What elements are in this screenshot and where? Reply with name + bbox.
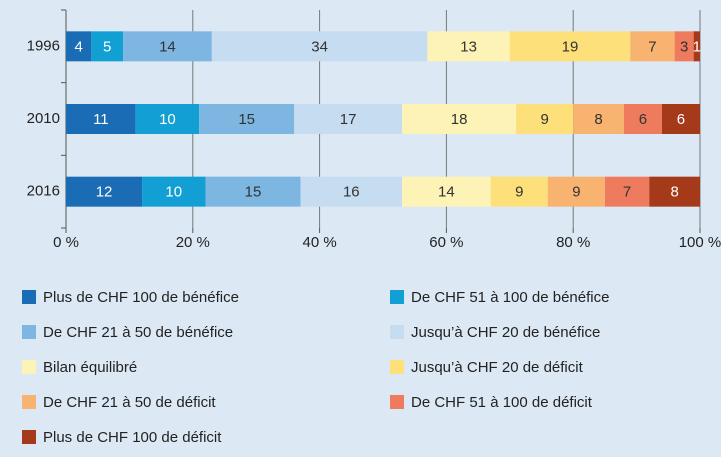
bar-segment xyxy=(509,31,631,62)
data-label: 6 xyxy=(639,111,647,128)
x-tick-label: 0 % xyxy=(53,234,79,251)
bar-segment xyxy=(630,31,675,62)
data-label: 11 xyxy=(93,111,109,128)
data-label: 34 xyxy=(311,38,328,55)
data-label: 16 xyxy=(343,184,360,201)
legend-label: De CHF 21 à 50 de déficit xyxy=(43,394,216,411)
legend-swatch xyxy=(22,430,36,444)
bar-segment xyxy=(66,31,92,62)
data-label: 5 xyxy=(103,38,111,55)
bar-segment xyxy=(516,104,574,134)
data-label: 10 xyxy=(165,184,182,201)
data-label: 9 xyxy=(515,184,523,201)
legend-label: Jusqu’à CHF 20 de déficit xyxy=(411,359,584,376)
data-label: 9 xyxy=(572,184,580,201)
data-label: 13 xyxy=(460,38,477,55)
legend-swatch xyxy=(390,360,404,374)
data-label: 14 xyxy=(438,184,455,201)
bar-segment xyxy=(142,176,206,207)
legend-swatch xyxy=(22,290,36,304)
legend-swatch xyxy=(22,360,36,374)
legend-label: Plus de CHF 100 de déficit xyxy=(43,429,222,446)
x-tick-label: 40 % xyxy=(302,234,336,251)
bar-segment xyxy=(294,104,403,134)
legend-swatch xyxy=(390,290,404,304)
data-label: 15 xyxy=(245,184,262,201)
data-label: 17 xyxy=(340,111,357,128)
bar-segment xyxy=(693,31,700,62)
legend-label: De CHF 51 à 100 de bénéfice xyxy=(411,289,609,306)
bar-segment xyxy=(91,31,124,62)
bar-segment xyxy=(123,31,212,62)
bar-segment xyxy=(135,104,200,134)
data-label: 4 xyxy=(75,38,83,55)
legend-label: De CHF 51 à 100 de déficit xyxy=(411,394,593,411)
data-label: 3 xyxy=(680,38,688,55)
data-label: 8 xyxy=(594,111,602,128)
x-tick-label: 60 % xyxy=(429,234,463,251)
data-label: 8 xyxy=(670,184,678,201)
data-label: 15 xyxy=(238,111,255,128)
bar-segment xyxy=(573,104,624,134)
data-label: 12 xyxy=(96,184,113,201)
bar-segment xyxy=(402,104,517,134)
bar-segment xyxy=(547,176,605,207)
data-label: 14 xyxy=(159,38,176,55)
bar-segment xyxy=(427,31,510,62)
data-label: 9 xyxy=(540,111,548,128)
legend-swatch xyxy=(22,325,36,339)
legend-label: Plus de CHF 100 de bénéfice xyxy=(43,289,239,306)
x-tick-label: 80 % xyxy=(556,234,590,251)
bar-segment xyxy=(199,104,295,134)
data-label: 7 xyxy=(648,38,656,55)
bar-segment xyxy=(674,31,694,62)
bar-segment xyxy=(300,176,403,207)
y-tick-label: 1996 xyxy=(27,37,60,54)
bar-segment xyxy=(205,176,301,207)
bar-segment xyxy=(66,104,136,134)
data-label: 19 xyxy=(562,38,579,55)
bar-segment xyxy=(490,176,548,207)
y-tick-label: 2010 xyxy=(27,110,60,127)
data-label: 1 xyxy=(693,38,701,55)
bar-segment xyxy=(402,176,491,207)
y-tick-label: 2016 xyxy=(27,183,60,200)
bar-segment xyxy=(211,31,428,62)
legend-swatch xyxy=(22,395,36,409)
bar-segment xyxy=(661,104,700,134)
bar-segment xyxy=(649,176,700,207)
legend-label: De CHF 21 à 50 de bénéfice xyxy=(43,324,233,341)
legend-label: Bilan équilibré xyxy=(43,359,137,376)
legend-swatch xyxy=(390,325,404,339)
legend-swatch xyxy=(390,395,404,409)
data-label: 10 xyxy=(159,111,176,128)
data-label: 18 xyxy=(451,111,468,128)
legend-label: Jusqu’à CHF 20 de bénéfice xyxy=(411,324,600,341)
bar-segment xyxy=(66,176,143,207)
bar-segment xyxy=(623,104,662,134)
bar-segment xyxy=(604,176,650,207)
x-tick-label: 20 % xyxy=(176,234,210,251)
x-tick-label: 100 % xyxy=(679,234,721,251)
data-label: 7 xyxy=(623,184,631,201)
data-label: 6 xyxy=(677,111,685,128)
